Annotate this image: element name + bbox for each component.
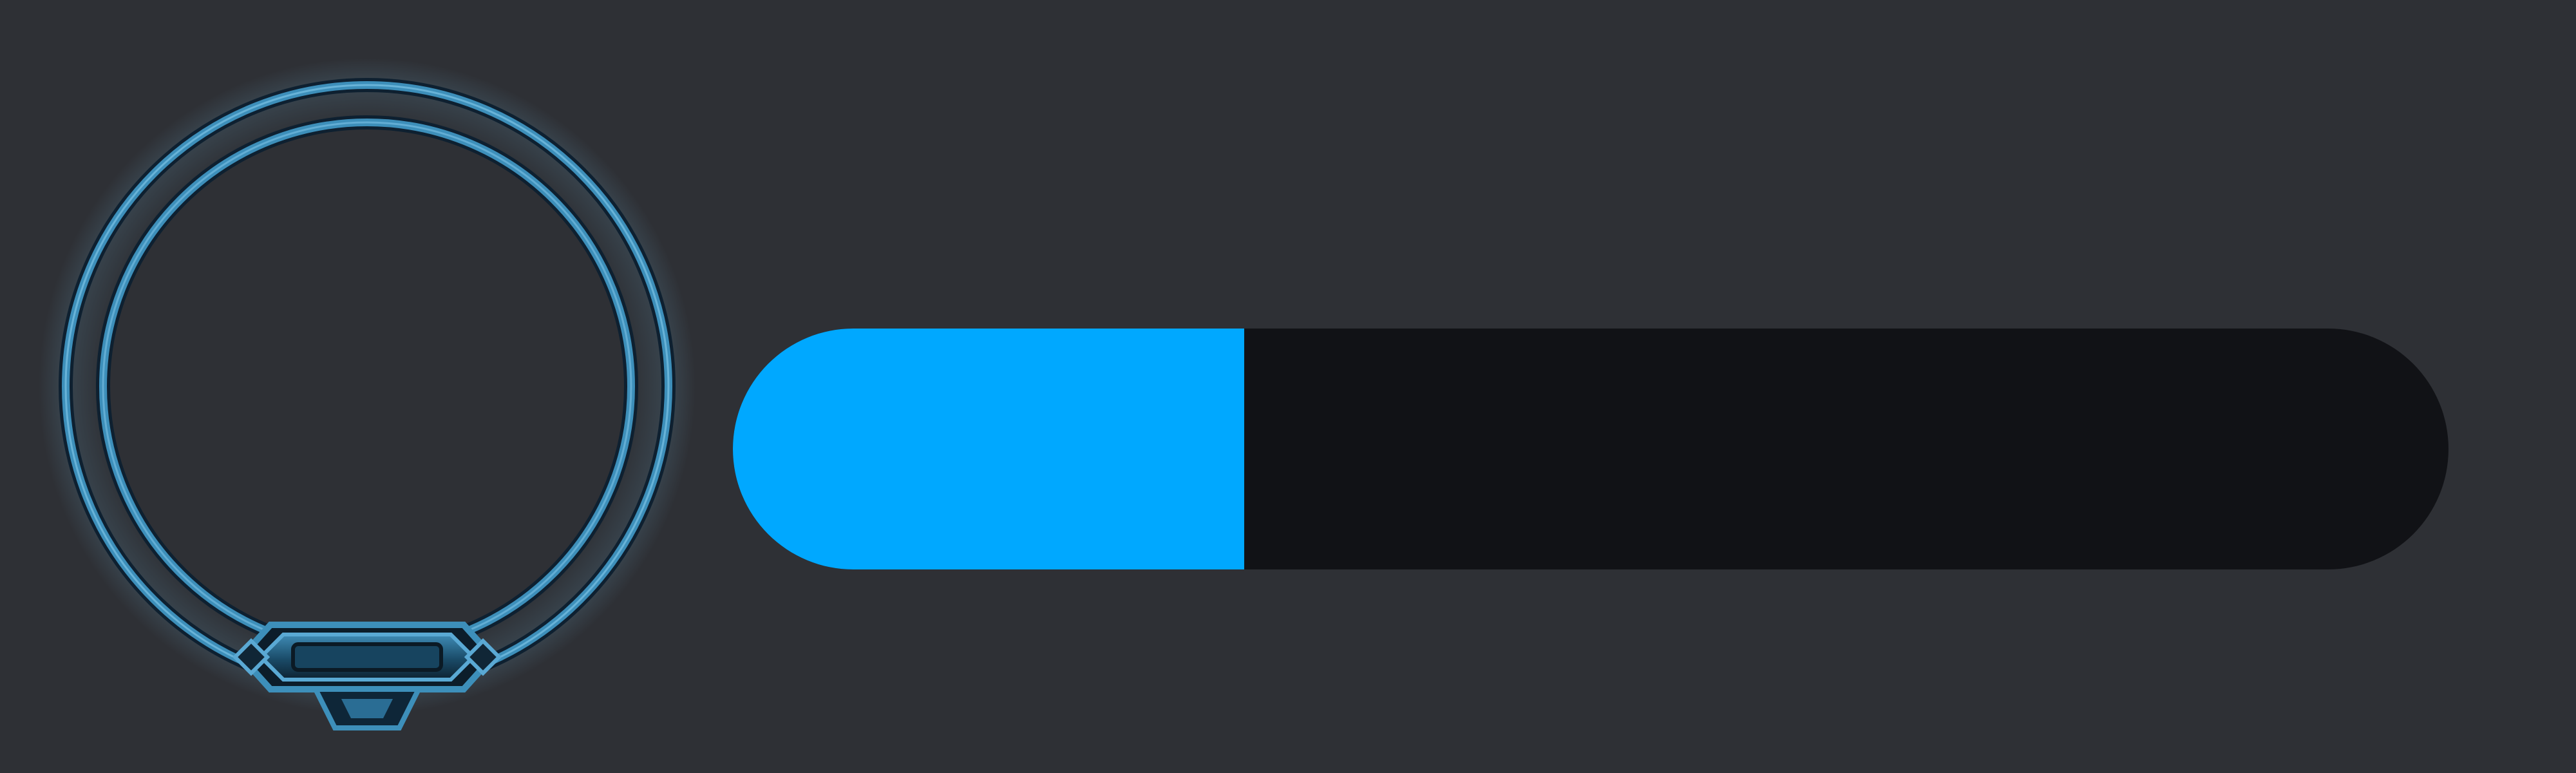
- progress-bar: [733, 329, 2448, 569]
- ornate-ring-frame-icon: [39, 58, 696, 730]
- portrait-frame: [39, 58, 696, 767]
- progress-fill: [733, 329, 1244, 569]
